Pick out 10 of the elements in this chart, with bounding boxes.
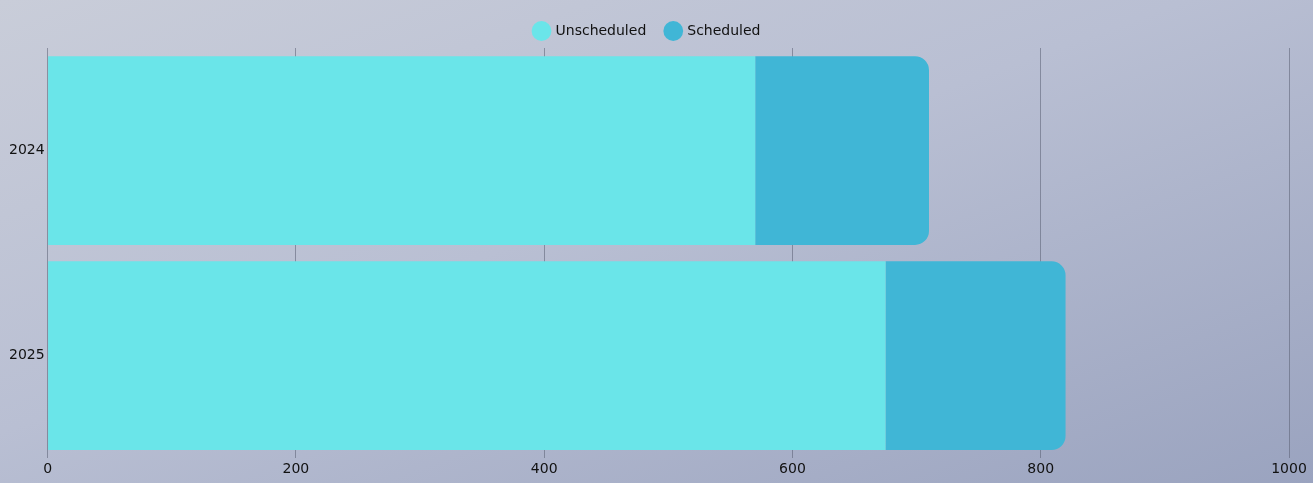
y-tick-label: 2024 <box>8 141 45 158</box>
x-tick-label: 800 <box>1027 460 1055 477</box>
x-tick-label: 200 <box>282 460 310 477</box>
x-tick-label: 400 <box>530 460 558 477</box>
y-tick-label: 2025 <box>8 346 45 363</box>
legend-label: Scheduled <box>687 21 761 38</box>
legend-label: Unscheduled <box>555 21 647 38</box>
x-tick-label: 0 <box>43 460 53 477</box>
x-tick-label: 1000 <box>1271 460 1307 477</box>
x-tick-label: 600 <box>779 460 806 477</box>
